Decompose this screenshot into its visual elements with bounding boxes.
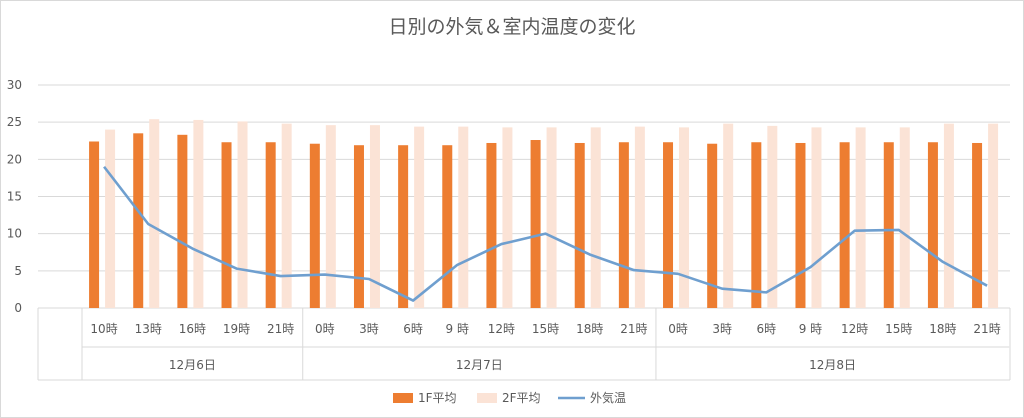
legend-swatch (393, 393, 413, 403)
bar-2f (325, 125, 336, 308)
bar-2f (679, 127, 690, 309)
x-tick-label: 16時 (179, 322, 206, 336)
bar-2f (899, 127, 910, 309)
bar-2f (105, 129, 116, 308)
x-group-label: 12月6日 (169, 358, 216, 372)
legend-swatch (477, 393, 497, 403)
bar-1f (398, 145, 409, 308)
bar-1f (927, 142, 938, 308)
bar-2f (149, 119, 160, 309)
bar-2f (811, 127, 822, 309)
bar-2f (767, 125, 778, 308)
bar-2f (193, 119, 204, 308)
bar-1f (89, 141, 100, 308)
bar-2f (281, 123, 292, 308)
x-tick-label: 3時 (359, 322, 379, 336)
bar-1f (265, 142, 276, 308)
y-tick-label: 0 (14, 301, 22, 315)
legend-label: 外気温 (590, 390, 626, 405)
x-tick-label: 9 時 (446, 322, 469, 336)
bar-1f (972, 142, 983, 308)
outside-temp-line-layer (103, 165, 988, 302)
x-tick-label: 19時 (223, 322, 250, 336)
outside-temp-line (103, 165, 988, 302)
bar-2f (237, 121, 248, 308)
bar-2f (414, 126, 425, 308)
bar-1f (618, 142, 629, 308)
y-axis: 0 5 10 15 20 25 30 (7, 78, 22, 315)
bar-2f (546, 127, 557, 309)
y-tick-label: 15 (7, 190, 22, 204)
x-tick-label: 6時 (403, 322, 423, 336)
x-tick-label: 13時 (135, 322, 162, 336)
x-tick-label: 6時 (757, 322, 777, 336)
x-tick-label: 0時 (668, 322, 688, 336)
bar-1f (707, 143, 718, 308)
x-axis: 10時 13時 16時 19時 21時 0時 3時 6時 9 時 12時 15時 18時 21時 0時 3時… (37, 308, 1011, 381)
bar-2f (590, 127, 601, 309)
bar-1f (663, 142, 674, 308)
x-tick-label: 12時 (841, 322, 868, 336)
bar-1f (309, 143, 320, 308)
bar-1f (839, 142, 850, 308)
bar-1f (574, 142, 585, 308)
x-group-label: 12月8日 (809, 358, 856, 372)
x-tick-label: 21時 (620, 322, 647, 336)
bar-2f (634, 126, 645, 308)
bar-2f (369, 125, 380, 308)
bar-1f (530, 140, 541, 308)
y-tick-label: 10 (7, 227, 22, 241)
y-tick-label: 25 (7, 115, 22, 129)
x-tick-label: 12時 (488, 322, 515, 336)
x-tick-label: 18時 (929, 322, 956, 336)
x-tick-label: 21時 (973, 322, 1000, 336)
bar-2f (943, 123, 954, 308)
bar-1f (442, 145, 453, 308)
x-tick-label: 9 時 (799, 322, 822, 336)
x-tick-label: 10時 (90, 322, 117, 336)
bar-1f (486, 142, 497, 308)
x-tick-label: 0時 (315, 322, 335, 336)
bars (89, 119, 999, 309)
bar-2f (855, 127, 866, 309)
bar-1f (751, 142, 762, 308)
y-tick-label: 30 (7, 78, 22, 92)
bar-2f (723, 123, 734, 308)
x-tick-label: 3時 (712, 322, 732, 336)
x-group-label: 12月7日 (456, 358, 503, 372)
bar-1f (883, 142, 894, 308)
bar-1f (795, 142, 806, 308)
legend-label: 2F平均 (502, 391, 541, 405)
x-tick-label: 15時 (532, 322, 559, 336)
x-tick-label: 18時 (576, 322, 603, 336)
bar-1f (221, 142, 232, 308)
y-tick-label: 5 (14, 264, 22, 278)
chart-title: 日別の外気＆室内温度の変化 (388, 16, 635, 38)
x-tick-label: 15時 (885, 322, 912, 336)
y-tick-label: 20 (7, 152, 22, 166)
bar-2f (988, 123, 999, 308)
bar-2f (502, 127, 513, 309)
bar-2f (458, 126, 469, 308)
bar-1f (353, 145, 364, 308)
x-tick-label: 21時 (267, 322, 294, 336)
bar-1f (133, 133, 144, 308)
legend-label: 1F平均 (418, 391, 457, 405)
legend: 1F平均 2F平均 外気温 (393, 390, 626, 405)
bar-1f (177, 134, 188, 308)
